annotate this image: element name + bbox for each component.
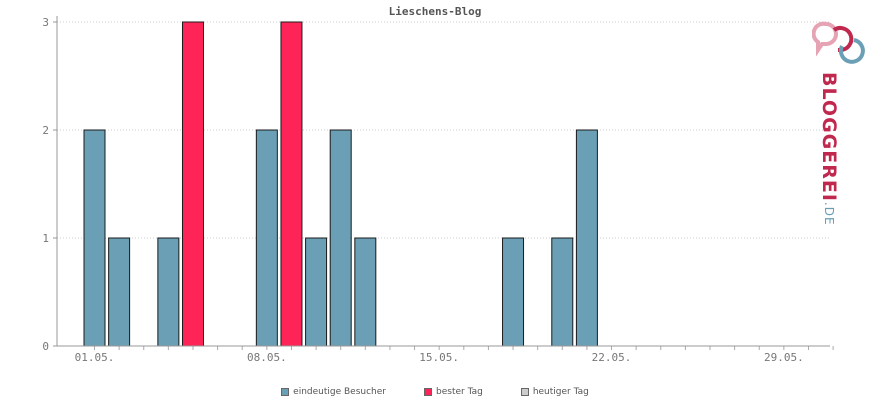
bar [354, 237, 377, 347]
x-tick-label: 22.05. [592, 351, 632, 364]
brand-name-text: BLOGGEREI [818, 72, 840, 202]
y-tick-label: 3 [42, 16, 49, 29]
x-tick-label: 08.05. [247, 351, 287, 364]
x-tick-label: 29.05. [764, 351, 804, 364]
y-tick-label: 2 [42, 124, 49, 137]
bar [83, 129, 106, 347]
legend-item-today: heutiger Tag [520, 385, 589, 399]
brand-name: BLOGGEREI.DE [818, 72, 840, 226]
y-tick-label: 0 [42, 340, 49, 353]
x-tick-label: 01.05. [75, 351, 115, 364]
x-tick-label: 15.05. [419, 351, 459, 364]
y-tick-label: 1 [42, 232, 49, 245]
brand-tld: .DE [822, 201, 836, 226]
legend: eindeutige Besucher bester Tag heutiger … [0, 385, 870, 399]
bar [575, 129, 598, 347]
bar [305, 237, 328, 347]
bar [329, 129, 352, 347]
legend-label-today: heutiger Tag [532, 387, 589, 397]
brand-logo [811, 18, 870, 218]
bar [280, 21, 303, 347]
legend-label-visitors: eindeutige Besucher [293, 387, 386, 397]
legend-swatch-visitors [281, 388, 290, 396]
chart-title: Lieschens-Blog [388, 5, 482, 18]
bar [255, 129, 278, 347]
legend-item-best-day: bester Tag [424, 385, 483, 399]
bar [108, 237, 131, 347]
bars-group [83, 21, 598, 347]
legend-swatch-today [520, 388, 529, 396]
legend-swatch-best-day [424, 388, 432, 396]
axes [53, 16, 834, 350]
speech-bubble-logo-icon [811, 21, 865, 64]
bar [502, 237, 525, 347]
bar [157, 237, 180, 347]
bar [551, 237, 574, 347]
grid-lines [57, 21, 830, 239]
bar [181, 21, 204, 347]
tick-labels: 0 1 2 3 01.05. 08.05. 15.05. 22.05. 29.05. [42, 16, 803, 364]
legend-item-visitors: eindeutige Besucher [281, 385, 386, 399]
legend-label-best-day: bester Tag [436, 387, 483, 397]
